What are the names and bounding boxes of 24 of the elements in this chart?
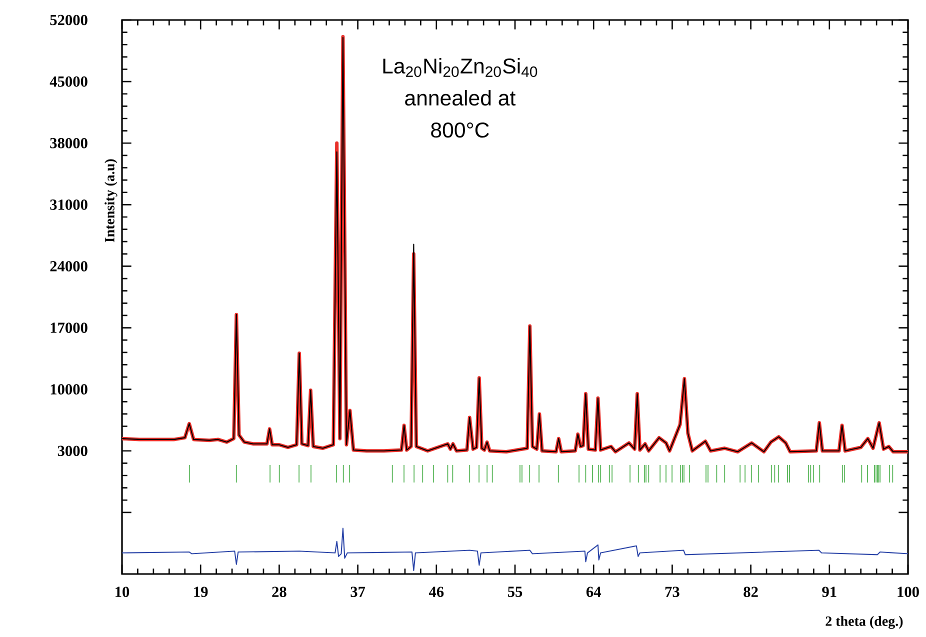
annotation: 800°C: [431, 122, 489, 138]
x-tick-label: 73: [665, 586, 680, 598]
y-tick-label: 17000: [50, 322, 88, 333]
annotation: La$_{20}$Ni$_{20}$Zn$_{20}$Si$_{40}$: [383, 58, 538, 78]
x-tick-label: 82: [744, 586, 758, 598]
x-tick-label: 46: [428, 586, 444, 598]
x-tick-label: 64: [586, 586, 601, 598]
y-tick-label: 45000: [50, 76, 88, 87]
y-tick-label: 24000: [50, 261, 88, 272]
x-tick-label: 19: [194, 586, 208, 598]
y-tick-label: 31000: [50, 200, 88, 210]
y-tick-label: 52000: [50, 14, 88, 26]
x-tick-label: 28: [272, 586, 286, 598]
x-axis-title: 2 theta (deg.): [826, 616, 903, 629]
y-axis-title: Intensity (a.u): [104, 159, 118, 242]
y-tick-label: 3000: [58, 446, 88, 456]
y-tick-label: 38000: [50, 138, 88, 148]
x-tick-label: 91: [822, 586, 836, 598]
y-tick-label: 10000: [50, 384, 88, 395]
annotation: annealed at: [405, 90, 516, 106]
x-tick-label: 55: [508, 586, 522, 597]
x-tick-label: 37: [350, 586, 366, 598]
x-tick-label: 10: [116, 586, 130, 598]
x-tick-label: 100: [898, 586, 919, 598]
